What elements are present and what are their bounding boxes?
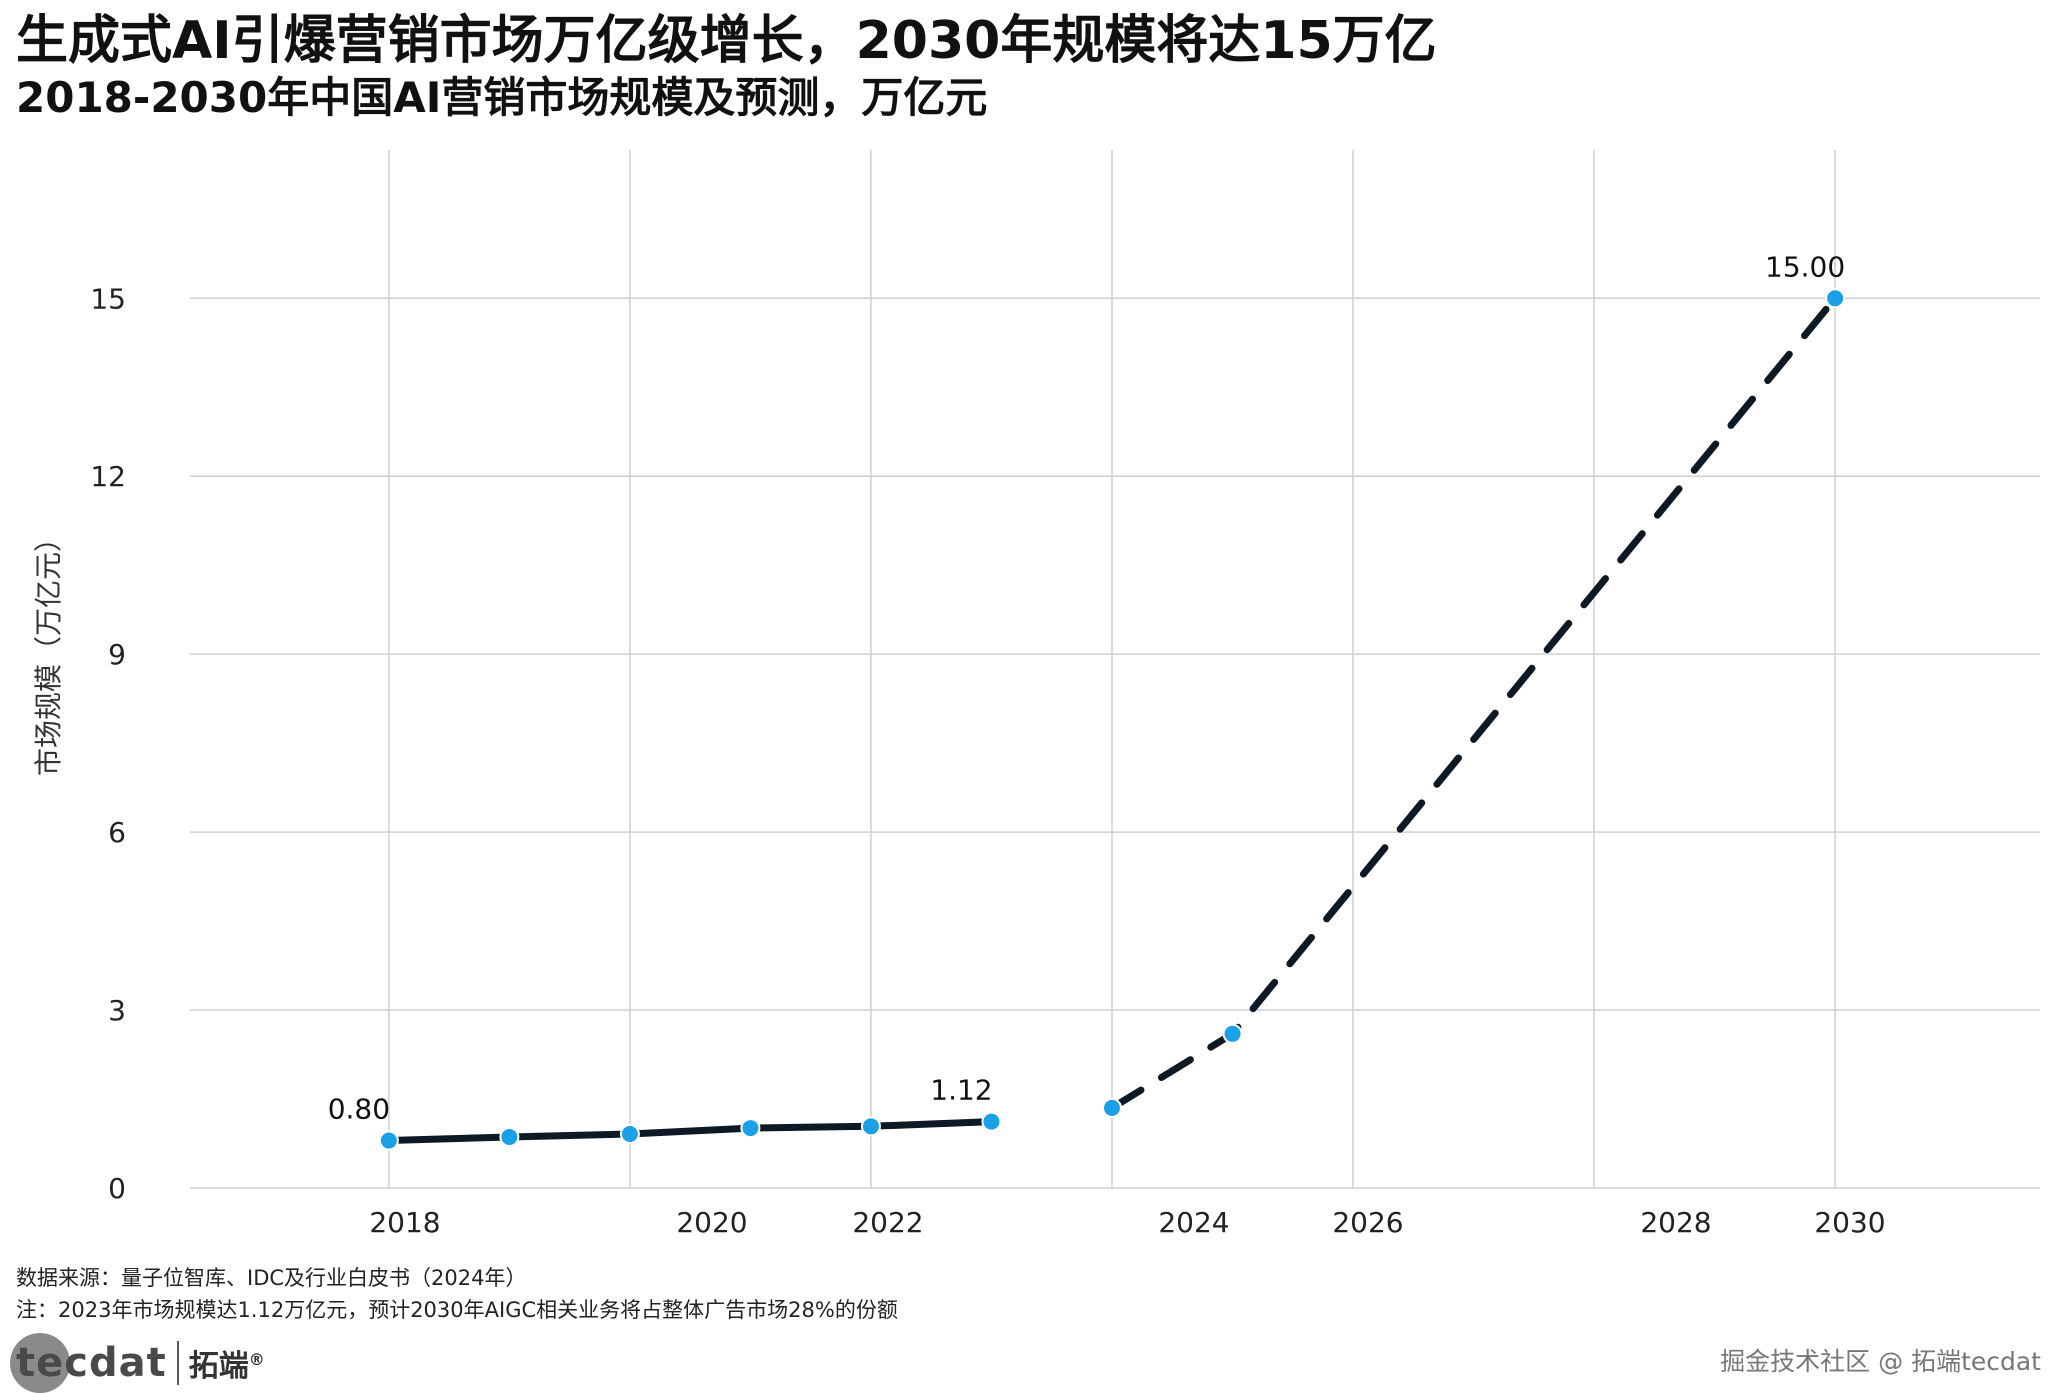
x-tick-label: 2020 xyxy=(676,1206,747,1239)
data-point xyxy=(1101,1097,1122,1118)
y-tick-label: 12 xyxy=(90,460,126,493)
source-note: 数据来源：量子位智库、IDC及行业白皮书（2024年） xyxy=(16,1266,527,1290)
y-tick-label: 3 xyxy=(108,994,126,1027)
data-point xyxy=(1825,288,1846,309)
y-axis: 0 3 6 9 12 15 xyxy=(90,282,126,1205)
x-tick-label: 2026 xyxy=(1332,1206,1403,1239)
y-axis-label: 市场规模（万亿元） xyxy=(32,524,65,776)
logo-text: tecdat xyxy=(16,1340,167,1386)
chart-subtitle: 2018-2030年中国AI营销市场规模及预测，万亿元 xyxy=(16,73,988,122)
x-tick-label: 2030 xyxy=(1814,1206,1885,1239)
data-point xyxy=(740,1118,761,1139)
data-point xyxy=(981,1111,1002,1132)
y-tick-label: 15 xyxy=(90,282,126,315)
x-axis: 2018 2020 2022 2024 2026 2028 2030 xyxy=(369,1206,1885,1239)
logo-divider xyxy=(176,1341,179,1385)
footnote: 注：2023年市场规模达1.12万亿元，预计2030年AIGC相关业务将占整体广… xyxy=(16,1298,898,1322)
actual-line xyxy=(385,1118,995,1144)
y-tick-label: 6 xyxy=(108,816,126,849)
watermark: 掘金技术社区 @ 拓端tecdat xyxy=(1720,1347,2041,1376)
x-tick-label: 2018 xyxy=(369,1206,440,1239)
registered-mark: ® xyxy=(248,1350,265,1369)
chart-title: 生成式AI引爆营销市场万亿级增长，2030年规模将达15万亿 xyxy=(16,11,1437,71)
data-point xyxy=(499,1126,520,1147)
data-label: 15.00 xyxy=(1765,250,1845,283)
data-point xyxy=(1222,1023,1243,1044)
tecdat-logo: tecdat 拓端® xyxy=(10,1333,265,1393)
data-point xyxy=(619,1124,640,1145)
x-tick-label: 2024 xyxy=(1158,1206,1229,1239)
y-tick-label: 9 xyxy=(108,638,126,671)
logo-cn-text: 拓端 xyxy=(188,1349,249,1384)
data-point xyxy=(860,1116,881,1137)
x-tick-label: 2022 xyxy=(852,1206,923,1239)
x-tick-label: 2028 xyxy=(1640,1206,1711,1239)
grid-lines xyxy=(190,150,2040,1189)
series-markers xyxy=(378,288,1846,1151)
y-tick-label: 0 xyxy=(108,1172,126,1205)
data-point xyxy=(378,1130,399,1151)
data-label: 1.12 xyxy=(930,1074,992,1107)
data-label: 0.80 xyxy=(328,1093,390,1126)
logo-circle-icon xyxy=(10,1333,70,1393)
data-labels: 0.80 1.12 15.00 xyxy=(328,250,1846,1125)
forecast-line xyxy=(1108,294,1839,1112)
line-chart: 0 3 6 9 12 15 2018 2020 2022 2024 2026 2028 2030 0.… xyxy=(32,150,2040,1239)
